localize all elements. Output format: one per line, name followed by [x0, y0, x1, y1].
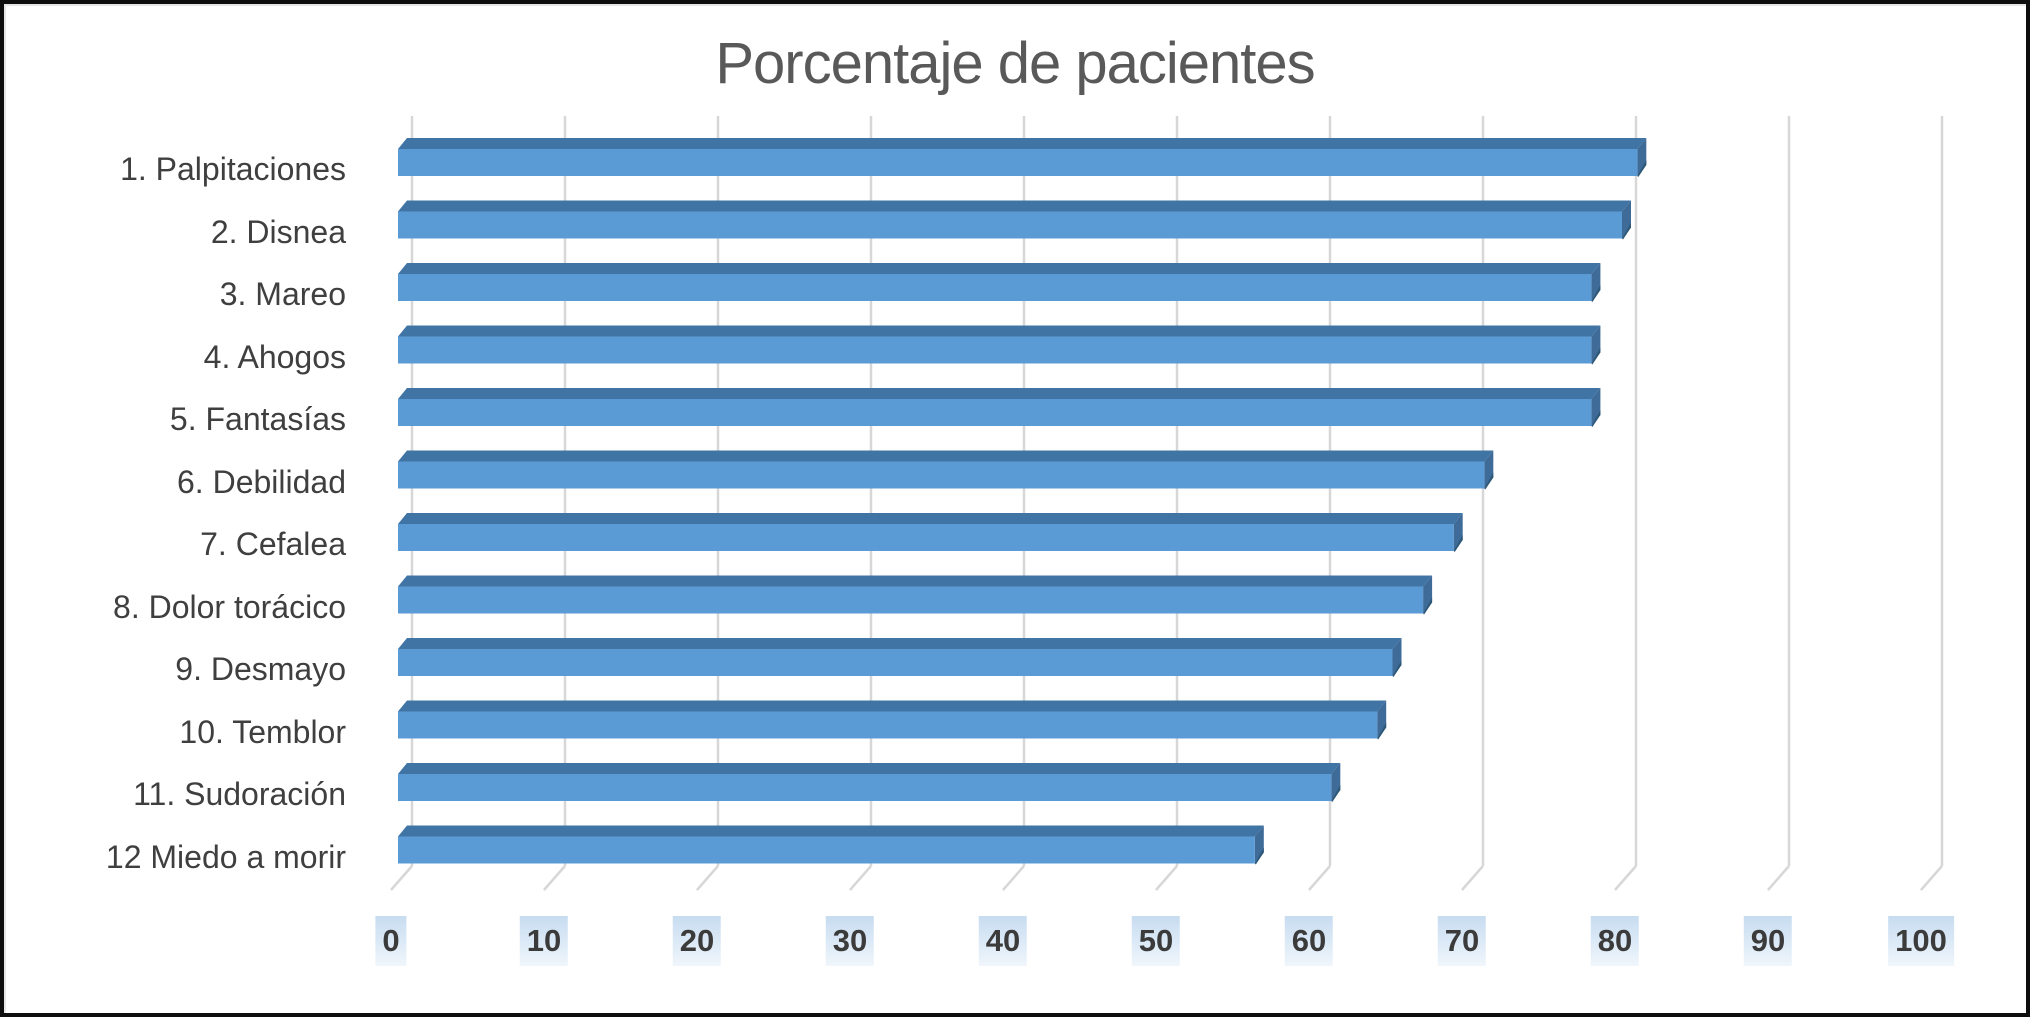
- bar: [398, 836, 1255, 864]
- bar: [398, 711, 1378, 739]
- bar-top-face: [398, 700, 1387, 712]
- bar-top-face: [398, 513, 1463, 524]
- bar-end-cap-shadow: [1423, 597, 1433, 615]
- category-label: 2. Disnea: [210, 213, 346, 250]
- chart-title: Porcentaje de pacientes: [715, 31, 1315, 96]
- bar-top-face: [398, 138, 1647, 149]
- bar-top-face: [398, 263, 1601, 274]
- bar-end-cap-shadow: [1637, 160, 1647, 177]
- bar: [398, 586, 1424, 614]
- category-label: 5. Fantasías: [169, 401, 346, 437]
- x-axis-tick-label: 30: [825, 916, 875, 966]
- bar: [398, 399, 1592, 426]
- bar: [398, 524, 1454, 551]
- gridline-foot: [1920, 865, 1943, 891]
- bar: [398, 336, 1592, 364]
- gridline-foot: [1308, 865, 1331, 891]
- bar-end-cap-shadow: [1453, 535, 1463, 552]
- category-label: 12 Miedo a morir: [105, 838, 346, 875]
- x-axis-tick-label: 50: [1131, 916, 1181, 966]
- bar-top-face: [398, 763, 1341, 774]
- bar-top-face: [398, 450, 1494, 462]
- bar: [398, 274, 1592, 301]
- x-axis-tick-label: 20: [672, 916, 722, 966]
- bar: [398, 649, 1393, 676]
- category-label: 9. Desmayo: [175, 651, 346, 687]
- gridline-foot: [1767, 865, 1790, 891]
- x-axis-tick-label: 0: [375, 916, 407, 966]
- bar-end-cap-shadow: [1591, 410, 1601, 427]
- x-axis-tick-label: 70: [1437, 916, 1487, 966]
- category-label: 7. Cefalea: [200, 526, 346, 562]
- x-axis-tick-label: 100: [1888, 916, 1954, 966]
- gridline-foot: [390, 865, 413, 891]
- bar-end-cap-shadow: [1591, 285, 1601, 302]
- gridline-foot: [1155, 865, 1178, 891]
- x-axis-tick-label: 40: [978, 916, 1028, 966]
- gridline-foot: [543, 865, 566, 891]
- bar-end-cap-shadow: [1331, 785, 1341, 802]
- gridline-foot: [1461, 865, 1484, 891]
- bar-top-face: [398, 200, 1631, 212]
- bar-top-face: [398, 825, 1264, 837]
- bar-top-face: [398, 575, 1433, 587]
- bar-end-cap-shadow: [1484, 472, 1494, 490]
- x-axis-tick-label: 60: [1284, 916, 1334, 966]
- bar-end-cap-shadow: [1591, 347, 1601, 365]
- category-label: 8. Dolor torácico: [113, 588, 346, 625]
- category-label: 4. Ahogos: [203, 338, 346, 375]
- bar: [398, 149, 1638, 176]
- category-label: 6. Debilidad: [177, 463, 346, 500]
- category-label: 10. Temblor: [179, 713, 346, 750]
- gridline-foot: [1002, 865, 1025, 891]
- gridline-foot: [849, 865, 872, 891]
- x-axis-tick-label: 80: [1590, 916, 1640, 966]
- bar-top-face: [398, 638, 1402, 649]
- bar-top-face: [398, 325, 1601, 337]
- category-label: 3. Mareo: [219, 276, 346, 312]
- bar-end-cap-shadow: [1377, 722, 1387, 740]
- bar-end-cap-shadow: [1254, 847, 1264, 865]
- bar-end-cap-shadow: [1392, 660, 1402, 677]
- bar: [398, 461, 1485, 489]
- bar-plot: [390, 116, 1944, 891]
- bar: [398, 774, 1332, 801]
- x-axis-tick-label: 90: [1743, 916, 1793, 966]
- gridline-foot: [1614, 865, 1637, 891]
- x-axis-tick-label: 10: [519, 916, 569, 966]
- category-label: 1. Palpitaciones: [120, 151, 346, 187]
- bar-top-face: [398, 388, 1601, 399]
- bar: [398, 211, 1622, 239]
- gridline-foot: [696, 865, 719, 891]
- bar-end-cap-shadow: [1622, 222, 1631, 240]
- category-label: 11. Sudoración: [133, 776, 346, 812]
